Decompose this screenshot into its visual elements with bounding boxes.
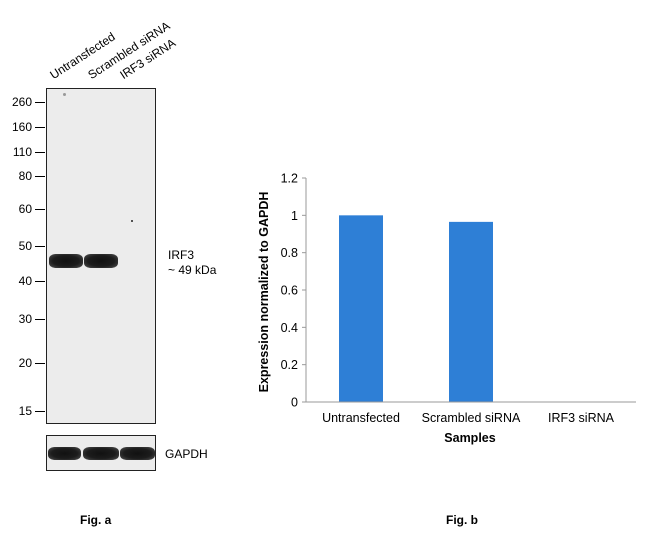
- mw-marker-40: 40: [18, 274, 32, 288]
- mw-marker-50: 50: [18, 239, 32, 253]
- y-axis-title: Expression normalized to GAPDH: [257, 192, 271, 393]
- target-protein-label: IRF3 ~ 49 kDa: [168, 248, 216, 278]
- loading-control-label: GAPDH: [165, 447, 208, 461]
- mw-marker-260: 260: [11, 95, 32, 109]
- y-tick-label: 1.2: [281, 172, 298, 186]
- mw-marker-15: 15: [18, 404, 32, 418]
- mw-tick: [35, 411, 45, 412]
- y-tick-label: 0.2: [281, 358, 298, 372]
- figure-b-caption: Fig. b: [446, 513, 478, 527]
- mw-tick: [35, 209, 45, 210]
- mw-marker-20: 20: [18, 356, 32, 370]
- y-tick-label: 0.8: [281, 246, 298, 260]
- mw-marker-110: 110: [12, 145, 32, 159]
- loading-control-membrane: [46, 435, 156, 471]
- bar-untransfected: [339, 215, 383, 402]
- mw-tick: [35, 127, 45, 128]
- y-tick-label: 0: [291, 396, 298, 410]
- mw-marker-80: 80: [18, 169, 32, 183]
- x-category-label: Untransfected: [322, 411, 400, 425]
- x-axis-title: Samples: [444, 431, 495, 445]
- gapdh-band-lane-3: [120, 447, 155, 460]
- irf3-band-lane-1: [49, 254, 83, 268]
- x-category-label: IRF3 siRNA: [548, 411, 615, 425]
- mw-marker-30: 30: [18, 312, 32, 326]
- bar-scrambled-sirna: [449, 221, 493, 402]
- y-tick-label: 1: [291, 209, 298, 223]
- blot-speck: [63, 93, 66, 96]
- target-name: IRF3: [168, 248, 195, 262]
- target-size: ~ 49 kDa: [168, 263, 217, 277]
- x-category-label: Scrambled siRNA: [422, 411, 521, 425]
- y-tick-label: 0.6: [281, 284, 298, 298]
- mw-marker-160: 160: [11, 120, 32, 134]
- blot-speck: [131, 220, 133, 222]
- mw-tick: [35, 246, 45, 247]
- mw-tick: [35, 102, 45, 103]
- main-blot-membrane: [46, 88, 156, 424]
- mw-tick: [35, 319, 45, 320]
- gapdh-band-lane-1: [48, 447, 81, 460]
- mw-marker-60: 60: [18, 202, 32, 216]
- irf3-band-lane-2: [84, 254, 118, 268]
- gapdh-band-lane-2: [83, 447, 119, 460]
- y-tick-label: 0.4: [281, 321, 298, 335]
- mw-tick: [35, 152, 45, 153]
- mw-tick: [35, 281, 45, 282]
- figure-a-caption: Fig. a: [80, 513, 112, 527]
- mw-tick: [35, 176, 45, 177]
- mw-tick: [35, 363, 45, 364]
